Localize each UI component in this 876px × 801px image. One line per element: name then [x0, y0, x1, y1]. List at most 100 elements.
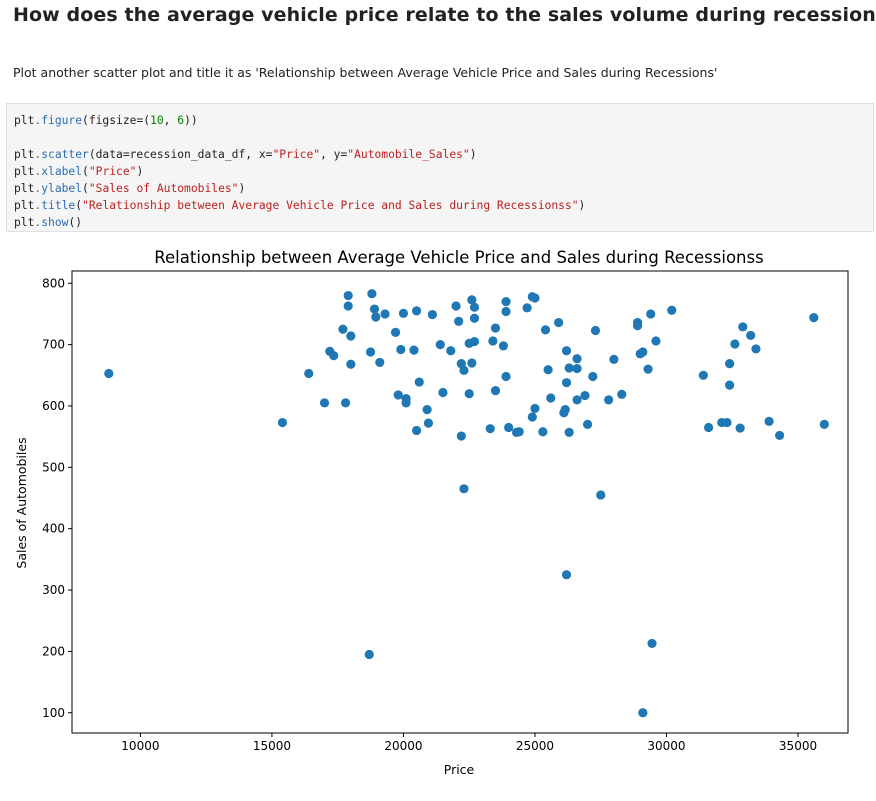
- code-token: plt: [14, 114, 35, 127]
- data-point: [775, 430, 785, 441]
- data-point: [459, 484, 469, 494]
- data-point: [422, 405, 432, 415]
- data-point: [580, 390, 590, 401]
- data-points: [104, 289, 829, 718]
- data-point: [319, 398, 330, 408]
- data-point: [538, 427, 548, 437]
- code-token: show: [41, 216, 69, 229]
- data-point: [393, 390, 403, 400]
- data-point: [446, 346, 456, 356]
- data-point: [501, 306, 511, 317]
- data-point: [514, 427, 524, 437]
- data-point: [617, 389, 627, 399]
- data-point: [104, 368, 114, 379]
- data-point: [409, 345, 419, 355]
- code-token: , y=: [320, 148, 348, 161]
- data-point: [698, 370, 708, 380]
- code-token: xlabel: [41, 165, 83, 178]
- data-point: [554, 317, 564, 328]
- data-point: [338, 324, 348, 334]
- data-point: [369, 304, 380, 314]
- data-point: [423, 418, 434, 428]
- x-tick-label: 10000: [121, 739, 159, 753]
- y-axis-label: Sales of Automobiles: [14, 437, 29, 568]
- data-point: [454, 316, 464, 326]
- data-point: [459, 365, 469, 375]
- x-tick-label: 35000: [779, 739, 817, 753]
- data-point: [346, 359, 356, 369]
- code-token: plt: [14, 165, 35, 178]
- data-point: [490, 386, 501, 396]
- data-point: [590, 325, 601, 336]
- data-point: [722, 417, 732, 428]
- y-tick-label: 400: [42, 522, 65, 536]
- data-point: [488, 336, 498, 346]
- code-token: "Relationship between Average Vehicle Pr…: [82, 199, 579, 212]
- data-point: [329, 351, 339, 361]
- data-point: [411, 306, 422, 316]
- code-token: (figsize=(: [82, 114, 151, 127]
- data-point: [751, 344, 761, 354]
- code-line: plt.xlabel("Price"): [14, 163, 866, 180]
- data-point: [277, 417, 288, 428]
- data-point: [596, 490, 606, 500]
- chart-title: Relationship between Average Vehicle Pri…: [154, 248, 763, 267]
- data-point: [304, 368, 314, 379]
- data-point: [504, 422, 514, 433]
- data-point: [543, 365, 553, 375]
- data-point: [367, 289, 377, 299]
- data-point: [564, 427, 574, 437]
- data-point: [346, 331, 356, 341]
- data-point: [809, 313, 819, 323]
- data-point: [427, 309, 437, 320]
- data-point: [564, 363, 574, 373]
- data-point: [365, 347, 376, 357]
- data-point: [451, 301, 461, 311]
- data-point: [730, 339, 740, 349]
- data-point: [540, 325, 551, 335]
- data-point: [560, 405, 570, 415]
- data-point: [588, 371, 598, 382]
- code-line: plt.show(): [14, 214, 866, 231]
- data-point: [638, 708, 648, 718]
- code-token: (data=recession_data_df, x=: [88, 148, 273, 161]
- data-point: [398, 308, 409, 318]
- data-point: [498, 341, 509, 351]
- code-token: 10: [150, 114, 164, 127]
- data-point: [396, 344, 406, 355]
- code-token: plt: [14, 182, 35, 195]
- data-point: [651, 336, 661, 346]
- data-point: [764, 416, 774, 426]
- code-token: .: [34, 182, 42, 195]
- data-point: [572, 395, 582, 405]
- data-point: [738, 322, 748, 332]
- data-point: [546, 393, 556, 403]
- code-token: (: [75, 199, 83, 212]
- y-tick-label: 300: [42, 583, 65, 597]
- data-point: [380, 309, 390, 319]
- data-point: [819, 419, 829, 429]
- code-token: "Price": [272, 148, 321, 161]
- data-point: [638, 347, 648, 357]
- data-point: [414, 377, 424, 387]
- code-token: figure: [41, 114, 83, 127]
- section-heading: How does the average vehicle price relat…: [13, 4, 876, 26]
- code-cell[interactable]: plt.figure(figsize=(10, 6)) plt.scatter(…: [6, 103, 874, 232]
- code-token: title: [41, 199, 76, 212]
- data-point: [469, 302, 480, 312]
- code-token: .: [34, 148, 42, 161]
- data-point: [469, 336, 480, 347]
- data-point: [746, 330, 756, 341]
- code-token: (): [68, 216, 83, 229]
- x-tick-label: 20000: [384, 739, 422, 753]
- data-point: [438, 387, 448, 398]
- data-point: [646, 309, 656, 319]
- data-point: [632, 321, 643, 331]
- data-point: [530, 293, 540, 303]
- x-tick-label: 30000: [647, 739, 685, 753]
- code-line: [14, 129, 866, 146]
- code-token: (: [82, 182, 89, 195]
- data-point: [490, 323, 501, 333]
- data-point: [364, 649, 374, 660]
- code-token: ): [136, 165, 144, 178]
